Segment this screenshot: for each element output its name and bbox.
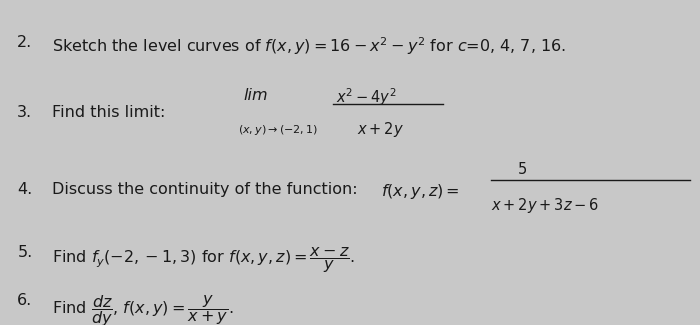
Text: 5.: 5. [18, 245, 32, 260]
Text: lim: lim [244, 88, 268, 103]
Text: Sketch the level curves of $f(x,y) = 16 - x^2 - y^2$ for $c$=0, 4, 7, 16.: Sketch the level curves of $f(x,y) = 16 … [52, 35, 566, 57]
Text: $x+2y+3z-6$: $x+2y+3z-6$ [491, 196, 598, 215]
Text: 4.: 4. [18, 182, 32, 197]
Text: $x+2y$: $x+2y$ [357, 120, 404, 138]
Text: $f(x,y,z) =$: $f(x,y,z) =$ [381, 182, 460, 201]
Text: $x^2-4y^2$: $x^2-4y^2$ [336, 86, 397, 108]
Text: 3.: 3. [18, 105, 32, 120]
Text: $(x,y)\to(-2,1)$: $(x,y)\to(-2,1)$ [238, 123, 318, 137]
Text: 5: 5 [518, 162, 527, 177]
Text: Discuss the continuity of the function:: Discuss the continuity of the function: [52, 182, 357, 197]
Text: 2.: 2. [18, 35, 32, 50]
Text: Find $f_y(-2,-1,3)$ for $f(x,y,z) = \dfrac{x-z}{y}$.: Find $f_y(-2,-1,3)$ for $f(x,y,z) = \dfr… [52, 245, 354, 275]
Text: Find $\dfrac{dz}{dy}$, $f(x,y) = \dfrac{y}{x+y}$.: Find $\dfrac{dz}{dy}$, $f(x,y) = \dfrac{… [52, 293, 233, 325]
Text: 6.: 6. [18, 293, 32, 308]
Text: Find this limit:: Find this limit: [52, 105, 165, 120]
